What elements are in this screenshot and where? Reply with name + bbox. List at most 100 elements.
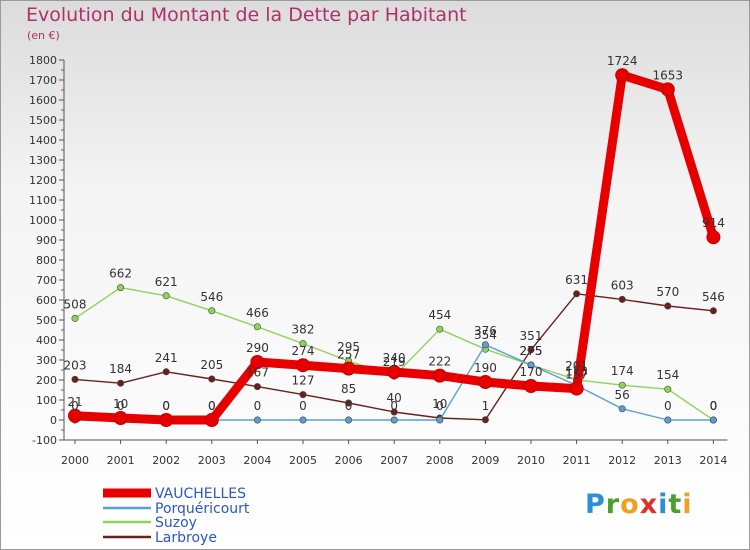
logo-letter: i [658,489,669,520]
x-tick-label: 2003 [198,454,226,467]
data-label: 222 [428,355,451,369]
y-tick-label: 1700 [29,74,57,87]
x-tick-label: 2009 [471,454,499,467]
data-point [664,416,672,424]
logo-letter: t [668,489,683,520]
data-label: 290 [246,341,269,355]
y-tick-label: 1300 [29,154,57,167]
data-label: 546 [200,290,223,304]
data-point [253,383,261,391]
data-point [162,368,170,376]
data-point [250,355,265,369]
data-point [117,379,125,387]
data-label: 295 [337,340,360,354]
data-label: 0 [436,399,444,413]
data-point [436,325,444,333]
data-label: 0 [162,399,170,413]
data-label: 10 [432,397,447,411]
data-label: 570 [656,285,679,299]
data-label: 1653 [653,68,684,82]
data-point [208,375,216,383]
data-label: 219 [383,355,406,369]
data-point [113,411,128,425]
data-point [299,340,307,348]
data-point [345,399,353,407]
y-tick-label: 900 [36,234,57,247]
logo-letter: r [605,489,621,520]
data-point [436,416,444,424]
data-label: 201 [565,359,588,373]
legend-label: VAUCHELLES [155,486,246,502]
y-tick-label: 300 [36,354,57,367]
legend-label: Larbroye [155,530,217,546]
data-label: 1 [482,399,490,413]
data-point [390,408,398,416]
chart-unit: (en €) [27,29,60,42]
legend-label: Suzoy [155,515,197,531]
data-label: 454 [428,308,451,322]
x-tick-label: 2005 [289,454,317,467]
data-label: 466 [246,306,269,320]
y-tick-label: 500 [36,314,57,327]
data-point [432,368,447,383]
data-label: 0 [208,399,216,413]
x-tick-label: 2013 [654,454,682,467]
data-point [162,292,170,300]
data-label: 85 [341,382,356,396]
data-point [117,284,125,292]
x-tick-label: 2011 [563,454,591,467]
y-tick-label: -100 [32,434,57,447]
y-tick-label: 1100 [29,194,57,207]
data-label: 154 [656,368,679,382]
data-label: 170 [520,365,543,379]
chart-title: Evolution du Montant de la Dette par Hab… [26,4,467,26]
y-tick-label: 1600 [29,94,57,107]
data-label: 127 [292,374,315,388]
data-point [709,307,717,315]
data-label: 0 [71,399,79,413]
data-point [296,358,310,373]
data-label: 174 [611,364,634,378]
y-tick-label: 1000 [29,214,57,227]
data-label: 203 [64,358,87,372]
x-tick-label: 2012 [608,454,636,467]
data-point [253,416,261,424]
data-label: 631 [565,273,588,287]
y-tick-label: 400 [36,334,57,347]
data-point [660,82,675,97]
data-label: 0 [117,399,125,413]
logo-letter: P [585,489,606,520]
data-label: 351 [520,329,543,343]
data-point [481,416,489,424]
logo-letter: o [620,489,640,520]
data-point [524,379,538,393]
data-label: 241 [155,351,178,365]
data-label: 0 [664,399,672,413]
data-point [208,307,216,315]
data-label: 190 [474,361,497,375]
data-label: 621 [155,275,178,289]
data-label: 546 [702,290,725,304]
y-tick-label: 200 [36,374,57,387]
x-tick-label: 2007 [380,454,408,467]
data-point [253,323,261,331]
y-tick-label: 1800 [29,54,57,67]
data-label: 275 [520,344,543,358]
data-point [664,302,672,310]
data-label: 0 [162,399,170,413]
logo-letter: x [639,489,659,520]
data-label: 275 [520,344,543,358]
data-point [390,416,398,424]
data-label: 662 [109,267,132,281]
data-point [299,391,307,399]
x-tick-label: 2008 [426,454,454,467]
y-tick-label: 1500 [29,114,57,127]
data-point [615,68,630,83]
data-point [159,413,174,427]
x-tick-label: 2006 [335,454,363,467]
data-label: 0 [710,399,718,413]
data-label: 257 [337,348,360,362]
data-point [478,375,493,389]
